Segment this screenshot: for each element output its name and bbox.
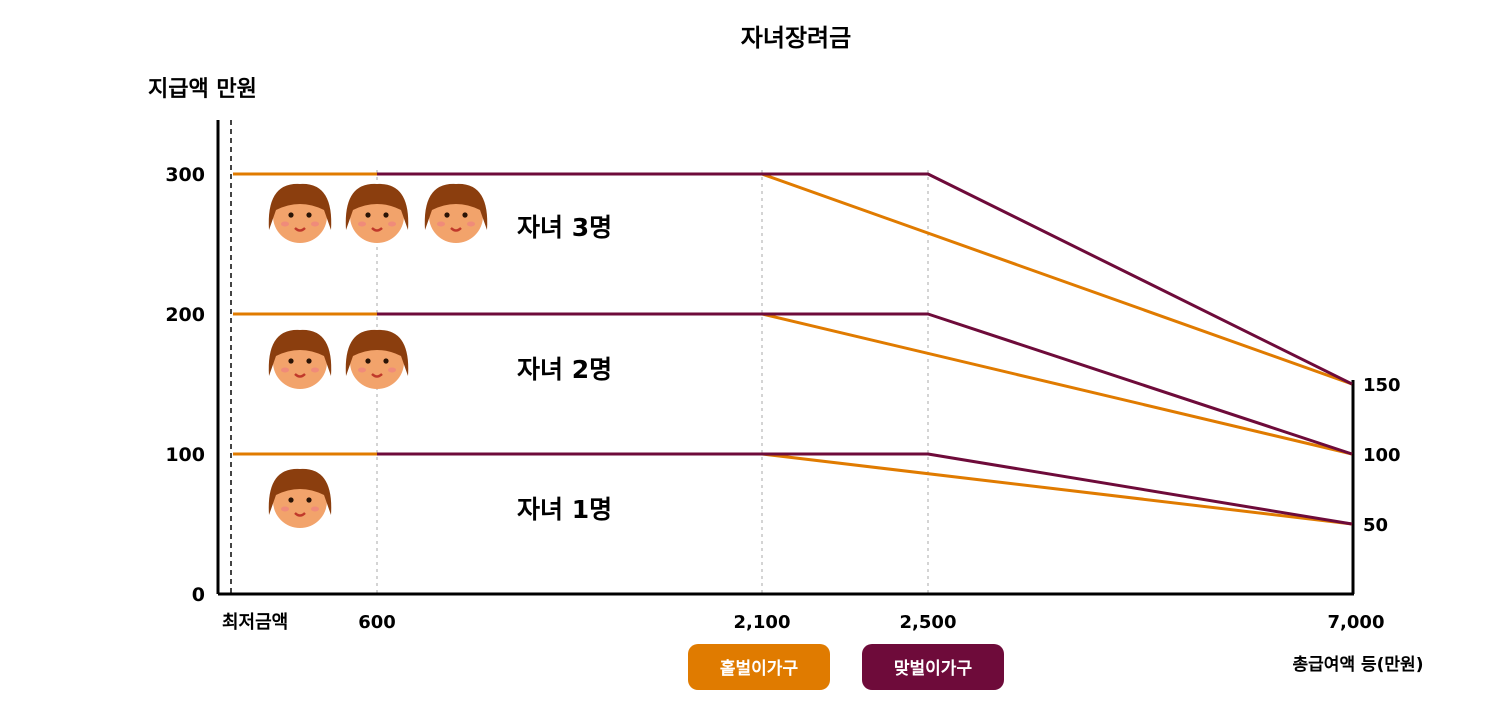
- legend-label: 맞벌이가구: [894, 659, 973, 679]
- chart-title: 자녀장려금: [741, 24, 851, 52]
- series-line: [377, 172, 1353, 386]
- series-lines: [233, 172, 1353, 526]
- y-tick-label: 100: [165, 444, 205, 466]
- series-line: [233, 312, 1353, 456]
- child-face-icon: [345, 329, 409, 389]
- axes: [216, 120, 1355, 596]
- group-label: 자녀 2명: [517, 355, 612, 384]
- child-face-icon: [424, 183, 488, 243]
- y-tick-label: 300: [165, 164, 205, 186]
- x-tick-label: 2,500: [900, 612, 957, 633]
- faces: [268, 183, 488, 528]
- x-tick-label: 최저금액: [222, 612, 288, 633]
- x-tick-label: 7,000: [1328, 612, 1385, 633]
- y-tick-label-right: 50: [1363, 515, 1388, 536]
- legend-swatch: [862, 644, 1004, 690]
- series-line: [377, 312, 1353, 456]
- y-tick-label: 0: [192, 584, 205, 606]
- series-line: [233, 452, 1353, 526]
- y-tick-label-right: 100: [1363, 445, 1401, 466]
- y-tick-label: 200: [165, 304, 205, 326]
- series-line: [377, 452, 1353, 526]
- legend-item: 홑벌이가구: [688, 644, 830, 690]
- child-face-icon: [345, 183, 409, 243]
- legend-label: 홑벌이가구: [720, 658, 799, 679]
- y-axis-label: 지급액 만원: [148, 77, 257, 102]
- legend-swatch: [688, 644, 830, 690]
- group-label: 자녀 3명: [517, 213, 612, 242]
- child-face-icon: [268, 329, 332, 389]
- y-tick-label-right: 150: [1363, 375, 1401, 396]
- x-tick-label: 2,100: [734, 612, 791, 633]
- legend: 홑벌이가구 맞벌이가구: [688, 644, 1004, 690]
- legend-item: 맞벌이가구: [862, 644, 1004, 690]
- tick-labels: 0 100 200 300 50 100 150 최저금액 600 2,100 2,500 7,000: [165, 164, 1400, 633]
- child-face-icon: [268, 468, 332, 528]
- x-axis-label: 총급여액 등(만원): [1293, 655, 1424, 675]
- x-tick-label: 600: [358, 612, 396, 633]
- child-face-icon: [268, 183, 332, 243]
- group-label: 자녀 1명: [517, 495, 612, 524]
